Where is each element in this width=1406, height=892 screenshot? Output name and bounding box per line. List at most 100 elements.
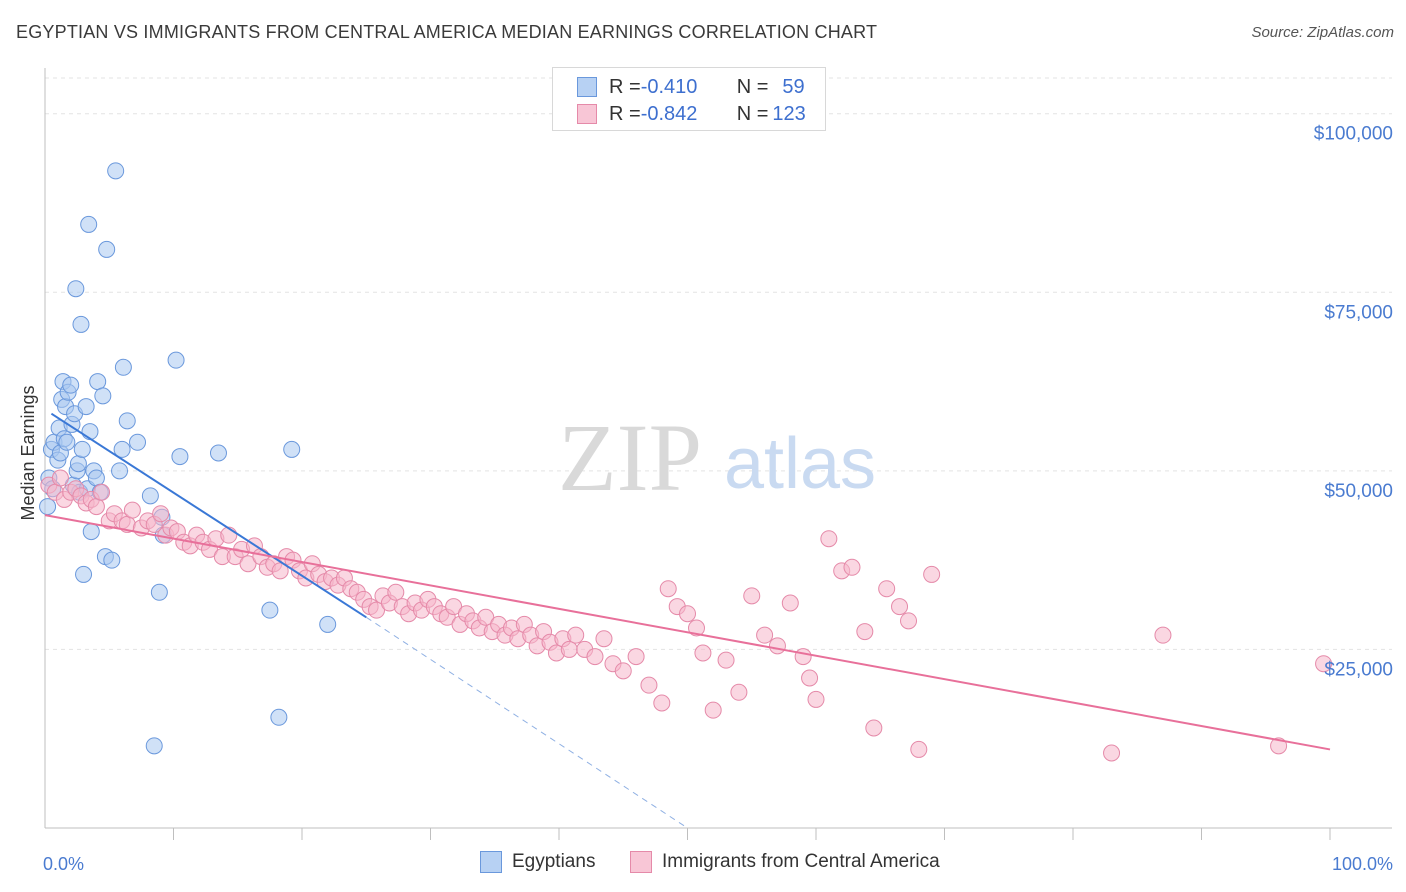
point-central-america <box>586 648 604 666</box>
point-central-america <box>659 580 677 598</box>
legend-swatch-egyptians <box>480 851 502 873</box>
legend-n-value: 59 <box>782 75 805 98</box>
point-central-america <box>653 694 671 712</box>
point-egyptians <box>81 423 99 441</box>
point-central-america <box>368 601 386 619</box>
point-egyptians <box>94 387 112 405</box>
point-central-america <box>717 651 735 669</box>
point-egyptians <box>270 708 288 726</box>
trend-lines <box>44 412 1331 829</box>
point-central-america <box>271 562 289 580</box>
point-egyptians <box>283 440 301 458</box>
series-central-america-points <box>40 469 1333 762</box>
point-egyptians <box>39 498 57 516</box>
point-egyptians <box>72 315 90 333</box>
legend-swatch-central-america <box>630 851 652 873</box>
point-central-america <box>123 501 141 519</box>
point-egyptians <box>319 615 337 633</box>
trend-line-central-america <box>44 514 1331 751</box>
point-egyptians <box>77 398 95 416</box>
legend-row-central-america: R = -0.842 N = 123 <box>577 101 806 127</box>
point-egyptians <box>145 737 163 755</box>
y-tick-label: $25,000 <box>1324 659 1393 680</box>
legend-item-egyptians[interactable]: Egyptians <box>480 851 595 873</box>
point-central-america <box>477 608 495 626</box>
point-central-america <box>567 626 585 644</box>
watermark-zip: ZIP <box>558 404 702 511</box>
point-central-america <box>865 719 883 737</box>
point-central-america <box>794 648 812 666</box>
axis-labels: $25,000 $50,000 $75,000 $100,000 0.0% 100.0% M… <box>18 124 1393 874</box>
point-central-america <box>595 630 613 648</box>
legend-n-label: N = <box>736 75 769 98</box>
point-central-america <box>1270 737 1288 755</box>
y-tick-label: $50,000 <box>1324 481 1393 502</box>
source-label: Source: ZipAtlas.com <box>1251 24 1394 41</box>
legend-swatch-blue <box>577 77 597 97</box>
point-central-america <box>1154 626 1172 644</box>
point-egyptians <box>129 433 147 451</box>
watermark-atlas: atlas <box>724 424 876 504</box>
point-egyptians <box>111 462 129 480</box>
legend-label-central-america: Immigrants from Central America <box>662 851 940 872</box>
point-central-america <box>743 587 761 605</box>
point-egyptians <box>150 583 168 601</box>
legend-item-central-america[interactable]: Immigrants from Central America <box>630 851 940 873</box>
point-egyptians <box>261 601 279 619</box>
point-central-america <box>152 505 170 523</box>
point-central-america <box>704 701 722 719</box>
trend-line-egyptians <box>50 412 367 619</box>
stats-legend: R = -0.410 N = 59 R = -0.842 N = 123 <box>552 67 826 131</box>
point-central-america <box>843 558 861 576</box>
point-egyptians <box>87 469 105 487</box>
legend-swatch-pink <box>577 104 597 124</box>
point-egyptians <box>69 455 87 473</box>
point-central-america <box>627 648 645 666</box>
watermark: ZIP atlas <box>558 404 876 511</box>
legend-r-value: -0.410 <box>640 75 698 98</box>
point-central-america <box>820 530 838 548</box>
point-central-america <box>694 644 712 662</box>
point-central-america <box>878 580 896 598</box>
point-central-america <box>781 594 799 612</box>
point-central-america <box>1103 744 1121 762</box>
point-egyptians <box>75 565 93 583</box>
legend-n-label: N = <box>736 102 769 125</box>
point-egyptians <box>114 358 132 376</box>
point-egyptians <box>113 440 131 458</box>
point-egyptians <box>118 412 136 430</box>
point-egyptians <box>209 444 227 462</box>
legend-row-egyptians: R = -0.410 N = 59 <box>577 74 805 100</box>
point-egyptians <box>82 523 100 541</box>
point-egyptians <box>98 240 116 258</box>
y-tick-label: $75,000 <box>1324 302 1393 323</box>
y-tick-label: $100,000 <box>1314 124 1393 145</box>
legend-r-label: R = <box>609 75 641 98</box>
point-egyptians <box>80 215 98 233</box>
legend-n-value: 123 <box>772 102 806 125</box>
point-central-america <box>93 483 111 501</box>
point-central-america <box>640 676 658 694</box>
point-central-america <box>387 583 405 601</box>
series-egyptians-points <box>39 162 337 755</box>
point-central-america <box>756 626 774 644</box>
point-egyptians <box>89 373 107 391</box>
x-tick-label-min: 0.0% <box>43 854 84 874</box>
point-central-america <box>445 598 463 616</box>
point-central-america <box>730 683 748 701</box>
point-central-america <box>891 598 909 616</box>
point-central-america <box>560 640 578 658</box>
point-egyptians <box>62 376 80 394</box>
point-central-america <box>87 498 105 516</box>
point-egyptians <box>171 448 189 466</box>
point-central-america <box>51 469 69 487</box>
point-central-america <box>807 690 825 708</box>
legend-r-value: -0.842 <box>640 102 698 125</box>
point-central-america <box>687 619 705 637</box>
y-axis-label: Median Earnings <box>18 385 38 520</box>
point-central-america <box>900 612 918 630</box>
point-egyptians <box>167 351 185 369</box>
point-central-america <box>614 662 632 680</box>
chart-title: EGYPTIAN VS IMMIGRANTS FROM CENTRAL AMER… <box>16 22 878 42</box>
